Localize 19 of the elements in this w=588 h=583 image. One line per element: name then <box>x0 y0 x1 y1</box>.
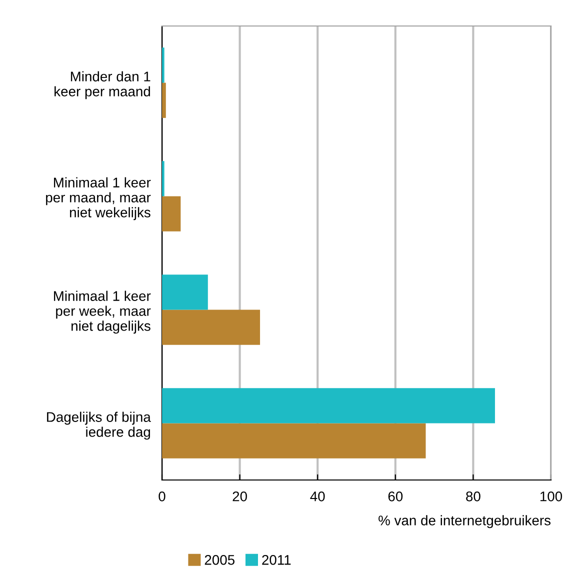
y-tick-label: Minder dan 1 keer per maand <box>54 71 150 100</box>
y-tick-label: Dagelijks of bijna iedere dag <box>47 412 151 440</box>
legend-label: 2011 <box>262 555 291 565</box>
bar <box>162 423 426 458</box>
y-tick-label: Minimaal 1 keer per maand, maar niet wekelijks <box>46 177 151 220</box>
x-tick-label: 40 <box>310 491 325 502</box>
x-tick-label: 100 <box>540 491 562 502</box>
x-tick-label: 0 <box>158 491 166 502</box>
x-tick-label: 20 <box>232 491 247 502</box>
x-tick-label: 80 <box>466 491 480 502</box>
bar <box>162 388 495 424</box>
bar <box>162 274 208 310</box>
bar <box>162 82 166 118</box>
x-tick-label: 60 <box>388 491 403 502</box>
bar <box>162 310 260 345</box>
y-tick-label: Minimaal 1 keer per week, maar niet dagelijks <box>54 290 151 334</box>
bar <box>162 196 181 232</box>
x-axis-title: % van de internetgebruikers <box>378 515 551 528</box>
legend-label: 2005 <box>204 555 234 565</box>
